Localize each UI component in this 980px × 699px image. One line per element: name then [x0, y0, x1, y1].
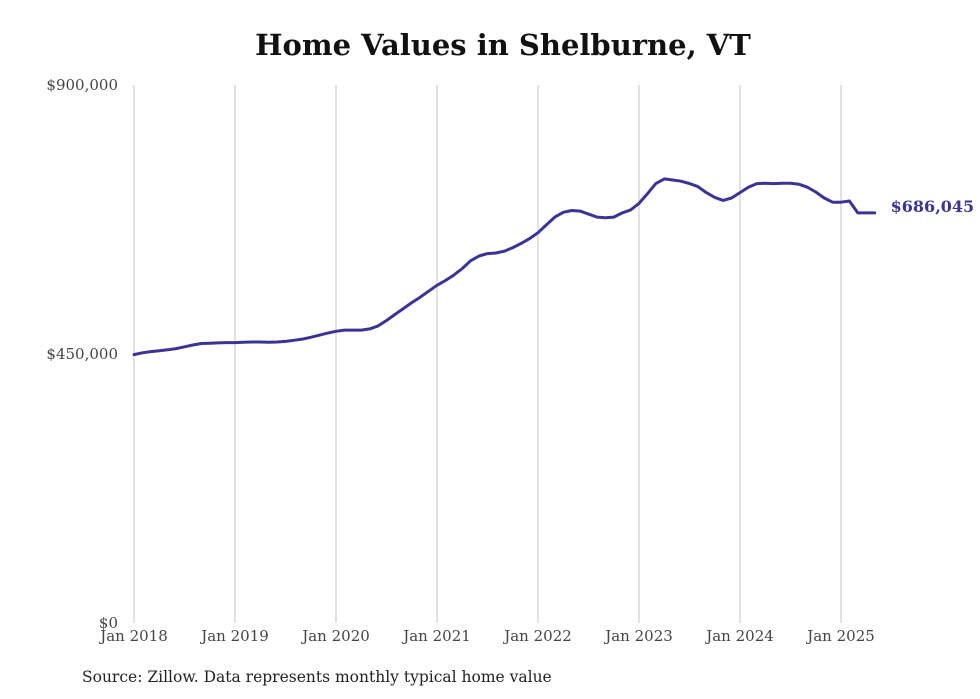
x-tick-label: Jan 2019	[199, 627, 269, 645]
x-tick-label: Jan 2018	[98, 627, 168, 645]
y-tick-label: $900,000	[46, 76, 118, 94]
x-tick-label: Jan 2022	[502, 627, 572, 645]
x-tick-label: Jan 2025	[805, 627, 875, 645]
chart-title: Home Values in Shelburne, VT	[255, 28, 751, 62]
home-value-line	[132, 177, 877, 357]
x-tick-label: Jan 2021	[401, 627, 471, 645]
latest-value-label: $686,045	[891, 197, 975, 216]
grid-lines	[133, 85, 842, 623]
x-axis-labels: Jan 2018 Jan 2019 Jan 2020 Jan 2021 Jan 2022…	[98, 627, 875, 645]
y-axis-labels: $0 $450,000 $900,000	[46, 76, 118, 632]
x-tick-label: Jan 2023	[603, 627, 673, 645]
y-tick-label: $0	[99, 614, 118, 632]
source-note: Source: Zillow. Data represents monthly …	[82, 668, 552, 686]
y-tick-label: $450,000	[46, 345, 118, 363]
x-tick-label: Jan 2024	[704, 627, 774, 645]
x-tick-label: Jan 2020	[300, 627, 370, 645]
